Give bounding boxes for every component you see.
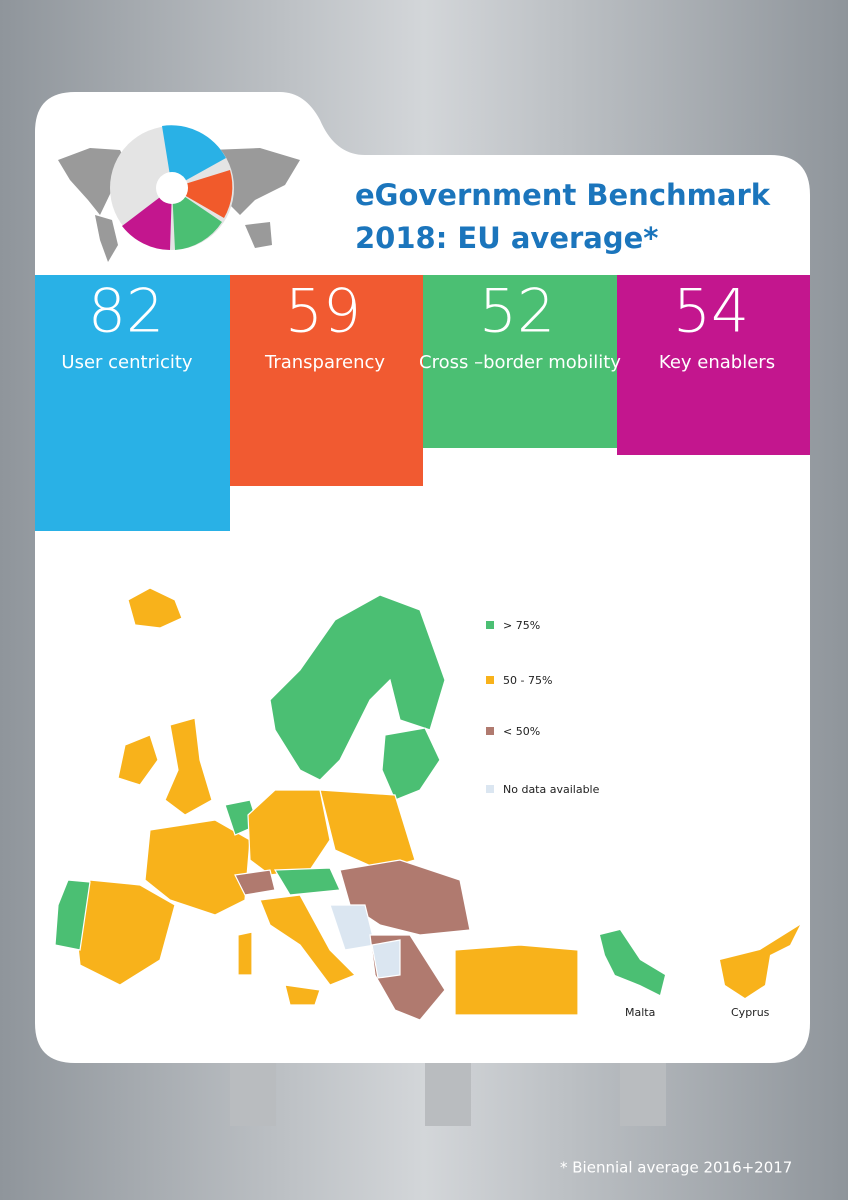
malta-map — [600, 930, 665, 995]
indicator-panel — [35, 275, 230, 531]
pie-icon — [110, 125, 234, 250]
legend-swatch — [486, 621, 494, 629]
indicator-label: Transparency — [264, 352, 385, 373]
inset-label: Cyprus — [731, 1006, 770, 1019]
indicator-panel — [230, 275, 423, 486]
legend-label: No data available — [503, 783, 600, 796]
legend-label: > 75% — [503, 619, 540, 632]
indicator-value: 52 — [479, 277, 555, 347]
world-map-icon — [58, 148, 300, 262]
title-line: eGovernment Benchmark — [355, 178, 771, 212]
legend-swatch — [486, 785, 494, 793]
indicator-label: Key enablers — [659, 352, 775, 373]
indicator-label: Cross –border mobility — [419, 352, 621, 373]
cyprus-map — [720, 925, 800, 998]
footnote: * Biennial average 2016+2017 — [560, 1159, 792, 1177]
indicator-value: 82 — [88, 277, 164, 347]
indicator-value: 59 — [285, 277, 361, 347]
indicator-value: 54 — [673, 277, 749, 347]
legend-swatch — [486, 676, 494, 684]
indicator-panel — [423, 275, 617, 448]
posts — [230, 1060, 666, 1126]
title-line: 2018: EU average* — [355, 221, 658, 255]
legend-swatch — [486, 727, 494, 735]
legend-label: 50 - 75% — [503, 674, 552, 687]
indicator-label: User centricity — [61, 352, 193, 373]
legend-label: < 50% — [503, 725, 540, 738]
inset-label: Malta — [625, 1006, 655, 1019]
europe-map — [54, 587, 579, 1021]
indicator-panel — [617, 275, 810, 455]
